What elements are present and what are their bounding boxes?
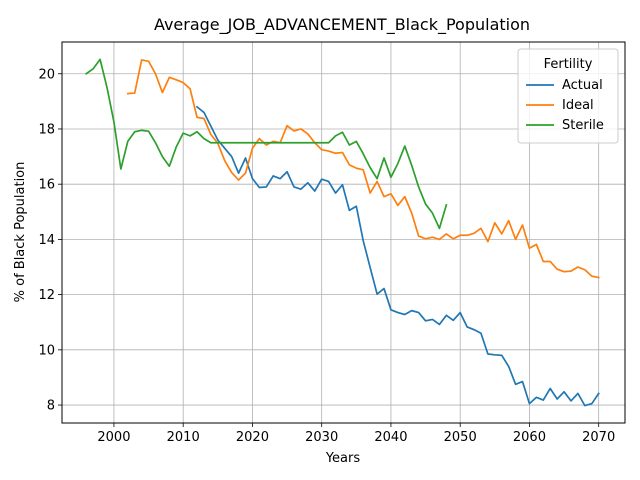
legend: Fertility Actual Ideal Sterile xyxy=(517,48,619,144)
x-tick-label: 2030 xyxy=(305,430,338,445)
x-axis: 2000 2010 2020 2030 2040 2050 2060 2070 xyxy=(97,423,615,445)
x-tick-label: 2050 xyxy=(444,430,477,445)
legend-label-actual: Actual xyxy=(562,78,603,93)
legend-title: Fertility xyxy=(544,57,593,72)
y-axis-title: % of Black Population xyxy=(13,162,28,303)
x-axis-title: Years xyxy=(325,451,361,466)
y-axis: 8 10 12 14 16 18 20 xyxy=(38,67,62,414)
series-line-ideal xyxy=(126,59,600,279)
y-tick-label: 20 xyxy=(38,67,55,82)
y-tick-label: 8 xyxy=(47,399,55,414)
series-layer xyxy=(85,58,600,407)
plot-frame xyxy=(61,41,626,424)
y-tick-label: 14 xyxy=(38,233,55,248)
legend-label-sterile: Sterile xyxy=(562,118,604,133)
x-tick-label: 2000 xyxy=(97,430,130,445)
x-tick-label: 2060 xyxy=(513,430,546,445)
x-tick-label: 2040 xyxy=(374,430,407,445)
x-tick-label: 2010 xyxy=(167,430,200,445)
series-line-sterile xyxy=(85,58,448,230)
legend-label-ideal: Ideal xyxy=(562,98,594,113)
legend-box xyxy=(517,48,619,144)
y-tick-label: 18 xyxy=(38,122,55,137)
y-tick-label: 12 xyxy=(38,288,55,303)
x-tick-label: 2070 xyxy=(582,430,615,445)
y-tick-label: 16 xyxy=(38,178,55,193)
series-line-actual xyxy=(195,105,600,407)
x-tick-label: 2020 xyxy=(236,430,269,445)
y-tick-label: 10 xyxy=(38,343,55,358)
chart-title: Average_JOB_ADVANCEMENT_Black_Population xyxy=(154,15,530,35)
